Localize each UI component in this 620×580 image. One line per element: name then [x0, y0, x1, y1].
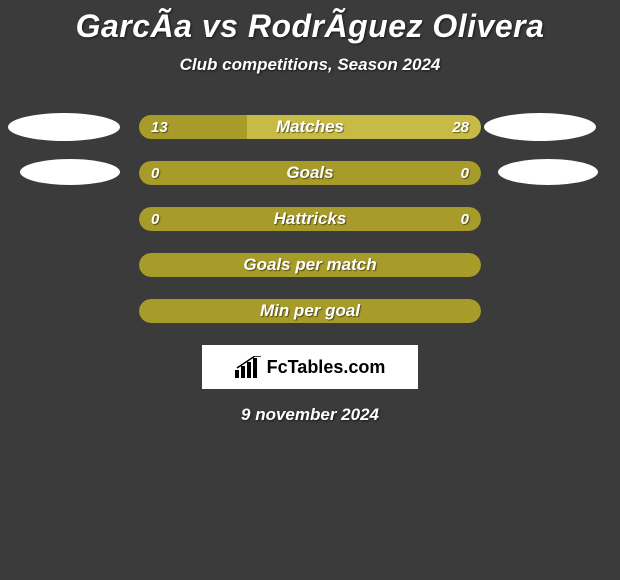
stat-label: Matches — [139, 117, 481, 137]
stat-value-right: 0 — [461, 165, 469, 182]
stat-row: Goals per match — [0, 253, 620, 277]
player-photo-placeholder — [484, 113, 596, 141]
player-photo-placeholder — [8, 113, 120, 141]
stat-label: Goals — [139, 163, 481, 183]
stat-value-left: 13 — [151, 119, 168, 136]
player-photo-placeholder — [498, 159, 598, 185]
stat-row: Hattricks0 0 — [0, 207, 620, 231]
player-photo-placeholder — [20, 159, 120, 185]
stat-label: Goals per match — [139, 255, 481, 275]
stat-bar: Goals per match — [139, 253, 481, 277]
comparison-card: GarcÃ­a vs RodrÃ­guez Olivera Club compe… — [0, 0, 620, 425]
bar-chart-icon — [235, 356, 261, 378]
stat-bar: Min per goal — [139, 299, 481, 323]
stat-value-right: 0 — [461, 211, 469, 228]
stat-label: Hattricks — [139, 209, 481, 229]
source-logo-box: FcTables.com — [202, 345, 418, 389]
date-text: 9 november 2024 — [0, 405, 620, 425]
stat-value-left: 0 — [151, 211, 159, 228]
stats-area: Matches1328Goals00Hattricks00Goals per m… — [0, 115, 620, 323]
stat-bar: Hattricks0 0 — [139, 207, 481, 231]
source-logo: FcTables.com — [235, 356, 386, 378]
stat-label: Min per goal — [139, 301, 481, 321]
stat-value-left: 0 — [151, 165, 159, 182]
stat-bar: Goals0 0 — [139, 161, 481, 185]
stat-row: Min per goal — [0, 299, 620, 323]
stat-bar: Matches13 28 — [139, 115, 481, 139]
page-title: GarcÃ­a vs RodrÃ­guez Olivera — [0, 8, 620, 45]
subtitle: Club competitions, Season 2024 — [0, 55, 620, 75]
stat-value-right: 28 — [452, 119, 469, 136]
source-logo-text: FcTables.com — [267, 357, 386, 378]
